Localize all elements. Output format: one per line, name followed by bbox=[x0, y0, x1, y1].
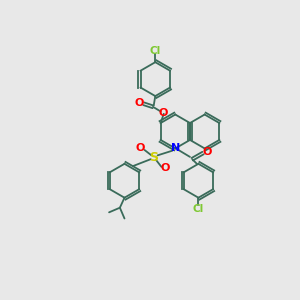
Text: O: O bbox=[136, 143, 145, 153]
Text: Cl: Cl bbox=[193, 204, 204, 214]
Text: O: O bbox=[158, 108, 168, 118]
Text: O: O bbox=[134, 98, 144, 108]
Text: S: S bbox=[149, 151, 158, 164]
Text: Cl: Cl bbox=[150, 46, 161, 56]
Text: O: O bbox=[203, 147, 212, 157]
Text: N: N bbox=[171, 143, 180, 153]
Text: O: O bbox=[160, 164, 170, 173]
